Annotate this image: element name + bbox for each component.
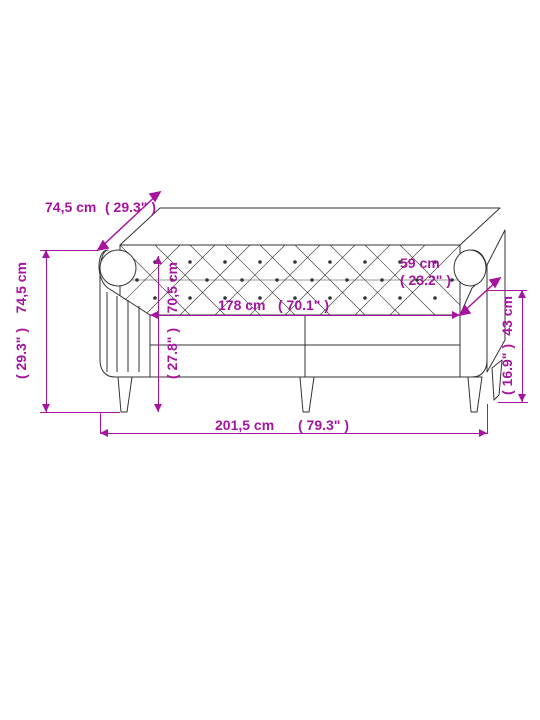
- dim-seat-height-line: [158, 256, 159, 412]
- dim-seat-width-cm: 178 cm: [218, 298, 265, 312]
- dim-depth-top-in: ( 29.3" ): [105, 200, 156, 214]
- dim-seat-depth-line: [0, 0, 540, 720]
- sofa-illustration: [0, 0, 540, 720]
- dim-seat-depth-cm: 59 cm: [400, 256, 440, 270]
- dim-seat-depth-in: ( 23.2" ): [400, 273, 451, 287]
- dim-depth-top-cm: 74,5 cm: [45, 200, 96, 214]
- dim-seat-width-line: [150, 315, 460, 316]
- dimension-diagram: 74,5 cm ( 29.3" ) 74,5 cm ( 29.3" ) 70,5…: [0, 0, 540, 720]
- dim-arm-floor-in: ( 16.9" ): [500, 344, 514, 395]
- dim-seat-height-in: ( 27.8" ): [165, 328, 179, 379]
- dim-seat-width-in: ( 70.1" ): [278, 298, 329, 312]
- dim-seat-height-cm: 70,5 cm: [165, 262, 179, 313]
- dim-height-cm: 74,5 cm: [14, 262, 28, 313]
- dim-depth-top-line: [0, 0, 540, 720]
- dim-arm-floor-cm: 43 cm: [500, 296, 514, 336]
- dim-width-line: [100, 433, 487, 434]
- dim-width-in: ( 79.3" ): [298, 418, 349, 432]
- dim-width-cm: 201,5 cm: [215, 418, 274, 432]
- dim-arm-floor-line: [522, 290, 523, 402]
- dim-height-in: ( 29.3" ): [14, 328, 28, 379]
- dim-height-line: [46, 250, 47, 412]
